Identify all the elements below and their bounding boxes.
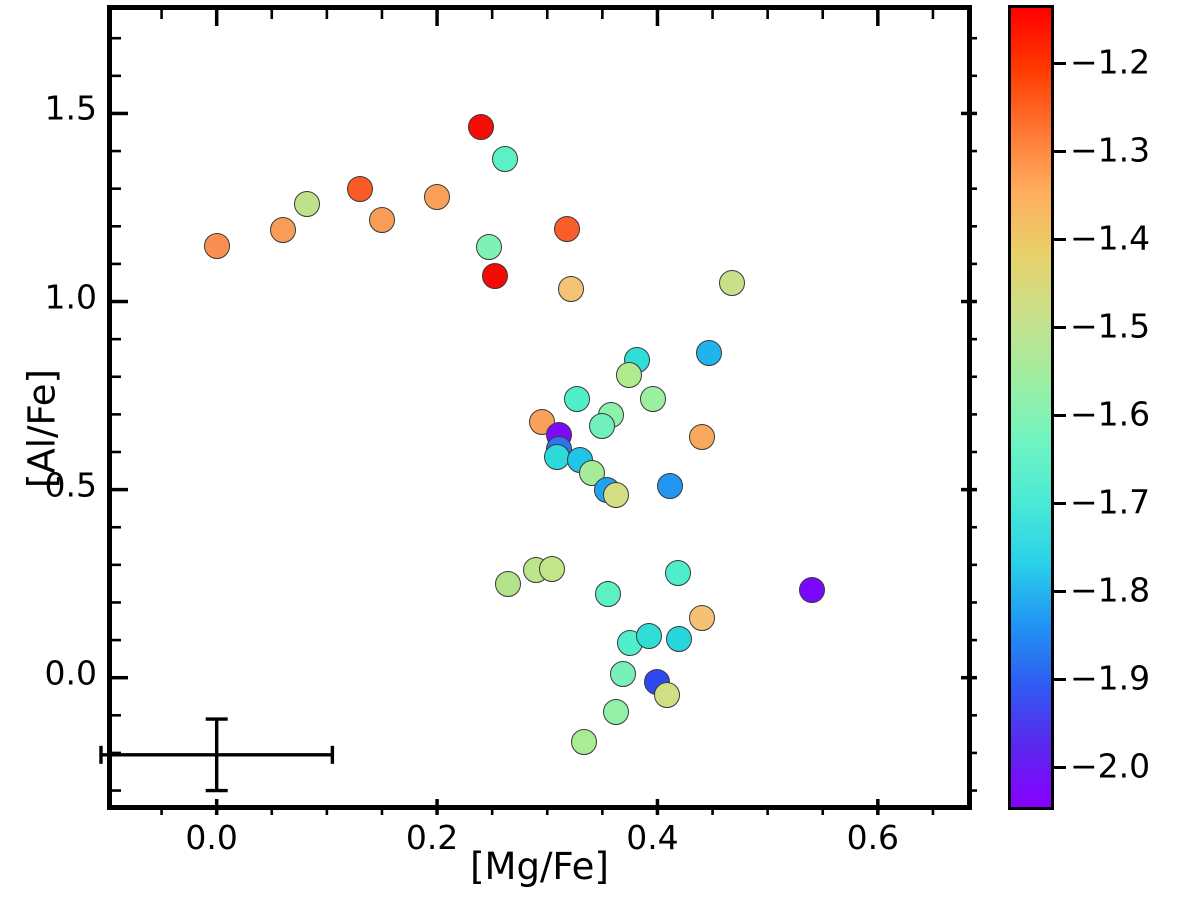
colorbar-tick-label: −1.7 (1070, 482, 1151, 522)
colorbar-tick (1054, 502, 1066, 506)
scatter-point (346, 175, 373, 202)
scatter-point (656, 472, 683, 499)
x-tick-label: 0.2 (405, 818, 459, 857)
x-tick-label: 0.4 (626, 818, 679, 857)
scatter-point (615, 361, 642, 388)
scatter-point (475, 233, 502, 260)
scatter-point (666, 625, 693, 652)
scatter-point (654, 682, 681, 709)
y-tick-label: 1.5 (44, 88, 97, 128)
scatter-point (564, 385, 590, 412)
y-tick-label: 1.0 (44, 277, 97, 317)
y-tick-label: 0.0 (44, 653, 97, 693)
scatter-point (558, 276, 585, 303)
colorbar-tick-label: −1.5 (1070, 306, 1151, 346)
colorbar-tick-label: −1.4 (1070, 218, 1151, 258)
scatter-point (468, 114, 495, 141)
scatter-point (665, 560, 692, 587)
scatter-point (482, 262, 509, 289)
colorbar-tick (1054, 414, 1066, 418)
colorbar-gradient (1008, 5, 1054, 810)
colorbar-tick-label: −1.3 (1070, 130, 1151, 170)
y-axis-label: [Al/Fe] (20, 369, 64, 488)
scatter-point (589, 413, 616, 440)
scatter-point (544, 443, 571, 470)
colorbar-tick (1054, 238, 1066, 242)
scatter-point (635, 623, 662, 650)
scatter-point (269, 217, 296, 244)
x-tick-label: 0.6 (846, 818, 900, 857)
colorbar-tick (1054, 62, 1066, 66)
scatter-point (602, 698, 629, 725)
scatter-point (424, 184, 451, 211)
scatter-point (570, 729, 597, 756)
scatter-point (719, 270, 746, 297)
scatter-point (203, 232, 230, 259)
x-tick-label: 0.0 (185, 818, 238, 857)
scatter-point (554, 216, 581, 243)
scatter-point (368, 206, 395, 233)
scatter-point (688, 423, 715, 450)
colorbar-tick-label: −1.6 (1070, 394, 1151, 434)
colorbar-tick (1054, 766, 1066, 769)
scatter-point (640, 385, 667, 412)
colorbar-tick-label: −1.2 (1070, 42, 1151, 82)
scatter-point (696, 340, 723, 367)
scatter-point (538, 556, 565, 583)
representative-errorbar (99, 717, 335, 793)
plot-area (99, 5, 977, 815)
scatter-point (610, 660, 637, 687)
scatter-point (492, 145, 519, 172)
axis-tick-layer (112, 10, 977, 815)
scatter-point (688, 604, 715, 631)
scatter-point (594, 581, 621, 608)
colorbar (1008, 5, 1066, 810)
colorbar-tick-label: −1.9 (1070, 658, 1151, 698)
x-axis-label: [Mg/Fe] (470, 845, 609, 888)
scatter-points-layer (112, 10, 967, 805)
colorbar-tick-label: −1.8 (1070, 570, 1151, 610)
colorbar-tick (1054, 678, 1066, 682)
colorbar-tick (1054, 326, 1066, 330)
scatter-point (494, 571, 521, 598)
scatter-point (602, 482, 629, 509)
colorbar-tick (1054, 150, 1066, 154)
colorbar-tick (1054, 590, 1066, 594)
scatter-point (294, 191, 321, 218)
y-tick-label: 0.5 (44, 465, 97, 505)
colorbar-tick-label: −2.0 (1070, 746, 1151, 786)
scatter-point (798, 577, 825, 604)
